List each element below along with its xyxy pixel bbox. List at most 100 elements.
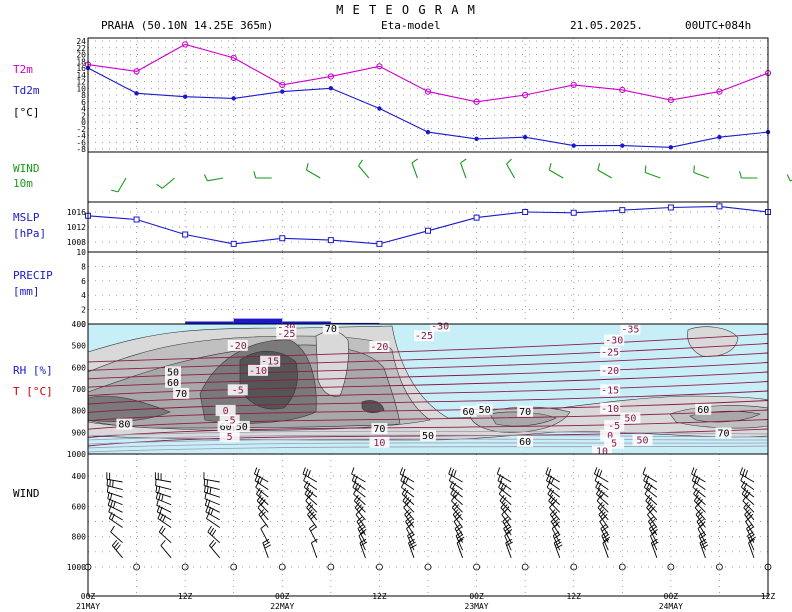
wind-profile-feather (647, 496, 653, 504)
wind-profile-feather (209, 527, 215, 535)
t2m-point (230, 54, 237, 61)
wind-profile-feather (643, 474, 647, 481)
wind-profile-feather (406, 523, 413, 529)
wind-profile-feather (260, 499, 266, 506)
t2m-point (667, 96, 674, 104)
pressure-tick-label: 1000 (67, 450, 86, 459)
wind-profile-feather (547, 487, 552, 495)
wind-profile-feather (455, 531, 463, 537)
wind-profile-feather (500, 502, 506, 508)
wind-profile-feather (498, 480, 503, 488)
t2m-label: T2m (13, 63, 33, 76)
pressure-tick-label: 900 (72, 428, 87, 437)
td2m-point (717, 134, 722, 140)
rh-area-70-east (489, 411, 557, 427)
wind-profile-feather (400, 474, 405, 481)
wind-profile-feather (310, 526, 317, 532)
wind-profile-feather (109, 479, 111, 487)
wind-profile-feather (694, 502, 701, 508)
rh-contour-label: 70 (175, 389, 187, 400)
wind-profile-feather (305, 494, 311, 502)
wind10-barb-feather (203, 174, 208, 182)
wind-profile-feather (745, 516, 752, 522)
wind-profile-feather (646, 482, 651, 490)
low-level-contour-line (87, 442, 769, 449)
wind-profile-barb (157, 518, 172, 528)
wind-profile-feather (648, 504, 654, 511)
wind-profile-feather (456, 526, 463, 532)
wind-profile-feather (454, 523, 461, 529)
wind10-barb (306, 169, 321, 179)
wind-profile-feather (548, 475, 553, 483)
t2m-point (570, 81, 577, 88)
wind-profile-feather (155, 478, 157, 486)
wind-profile-calm-circle (716, 563, 723, 571)
precip-unit-label: [mm] (13, 285, 40, 298)
wind-profile-barb (358, 535, 366, 551)
wind10-barb (411, 162, 418, 179)
wind-profile-calm-circle (618, 563, 626, 571)
precip-label: PRECIP (13, 269, 53, 282)
wind-profile-feather (405, 511, 412, 518)
rh-shading (87, 324, 769, 454)
wind-profile-feather (205, 505, 209, 513)
t2m-point (716, 88, 723, 95)
wind-profile-feather (551, 523, 559, 529)
wind-profile-feather (550, 496, 556, 504)
temp-label-bg (600, 384, 621, 396)
wind-profile-feather (691, 474, 696, 481)
wind-profile-feather (402, 468, 406, 476)
wind-profile-calm-circle (230, 563, 238, 571)
wind-profile-feather (694, 475, 698, 483)
wind10-barb-feather (644, 165, 647, 173)
low-level-contour-line (87, 445, 769, 453)
wind-profile-feather (306, 502, 312, 508)
wind-profile-feather (701, 544, 709, 549)
wind-profile-feather (158, 486, 161, 494)
wind-profile-barb (740, 480, 755, 490)
wind-profile-feather (207, 506, 212, 514)
wind-profile-feather (746, 523, 753, 529)
wind-profile-feather (554, 533, 561, 539)
wind-profile-label: WIND (13, 487, 40, 500)
td2m-point (280, 89, 285, 94)
wind-profile-feather (549, 489, 555, 497)
temperature-contour-line (87, 409, 769, 430)
wind-profile-feather (649, 518, 656, 525)
wind-profile-feather (502, 484, 507, 492)
wind-profile-barb (351, 473, 366, 483)
wind-profile-feather (254, 467, 258, 475)
wind-profile-feather (601, 531, 608, 537)
wind-profile-feather (402, 494, 408, 502)
wind-profile-feather (255, 480, 260, 488)
wind-profile-feather (642, 467, 646, 475)
wind-profile-feather (109, 492, 113, 500)
wind-profile-feather (740, 474, 745, 481)
wind-profile-feather (159, 513, 164, 521)
wind-profile-barb (307, 514, 318, 528)
wind-profile-feather (549, 502, 555, 508)
precip-tick-label: 4 (81, 291, 86, 300)
wind10-height-label: 10m (13, 177, 33, 190)
wind10-barb-feather (111, 189, 119, 193)
wind-profile-feather (456, 533, 464, 539)
temp-contour-label: 5 (227, 432, 233, 443)
wind-profile-feather (399, 467, 403, 475)
temp-tick-label: 22 (76, 44, 86, 53)
wind-profile-feather (358, 531, 365, 537)
wind-profile-feather (302, 467, 306, 475)
wind10-label: WIND (13, 162, 40, 175)
wind-profile-calm-circle (521, 563, 529, 571)
temp-label-bg (219, 430, 240, 442)
wind-profile-feather (209, 487, 212, 495)
wind-profile-feather (359, 538, 367, 544)
wind10-barb-feather (305, 163, 309, 171)
wind-profile-feather (650, 531, 657, 537)
wind-profile-feather (691, 467, 695, 475)
temp-label-bg (600, 402, 621, 414)
td2m-point (328, 86, 334, 91)
wind-profile-feather (598, 489, 603, 497)
temp-contour-label: -20 (601, 366, 619, 377)
wind-profile-feather (110, 525, 115, 533)
wind-profile-feather (742, 468, 746, 476)
